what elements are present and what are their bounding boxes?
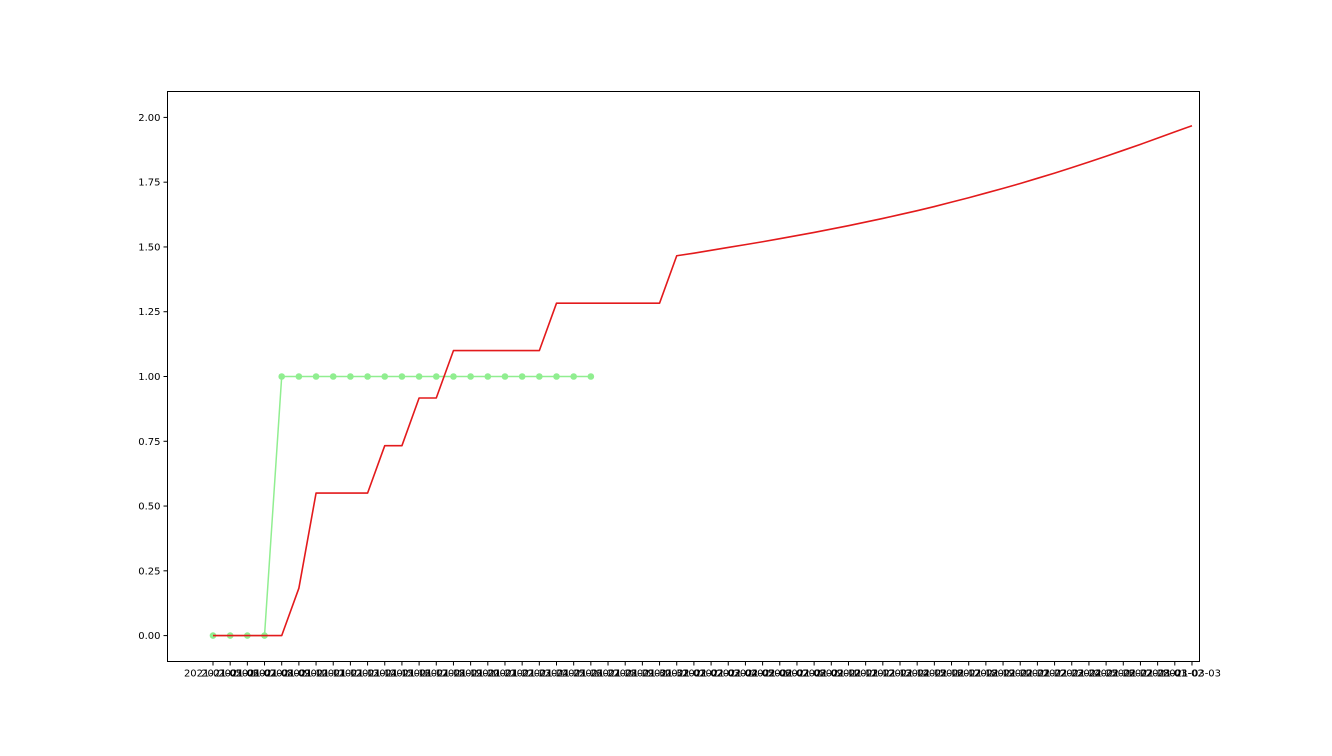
x-tick-label: 2021-01-06 <box>201 669 259 680</box>
x-tick-label: 2021-02-13 <box>854 669 912 680</box>
x-tick-label: 2021-02-26 <box>1077 669 1135 680</box>
x-tick-label: 2021-02-11 <box>819 669 877 680</box>
x-tick-label: 2021-02-27 <box>1094 669 1152 680</box>
x-tick-label: 2021-02-16 <box>905 669 963 680</box>
series-0-point <box>312 373 320 380</box>
x-tick-label: 2021-01-05 <box>184 669 242 680</box>
x-tick-label: 2021-02-17 <box>922 669 980 680</box>
x-tick-label: 2021-02-28 <box>1111 669 1169 680</box>
y-tick-label: 1.25 <box>138 307 160 318</box>
x-tick-label: 2021-02-09 <box>785 669 843 680</box>
x-tick-label: 2021-02-22 <box>1008 669 1066 680</box>
x-tick-label: 2021-02-20 <box>974 669 1032 680</box>
x-tick-label: 2021-01-12 <box>304 669 362 680</box>
y-tick-label: 0.00 <box>138 631 160 642</box>
x-tick-label: 2021-01-13 <box>321 669 379 680</box>
y-tick-label: 1.75 <box>138 178 160 189</box>
plot-series <box>209 124 1193 639</box>
x-tick-label: 2021-02-08 <box>768 669 826 680</box>
x-tick-label: 2021-02-23 <box>1026 669 1084 680</box>
x-tick-label: 2021-01-19 <box>424 669 482 680</box>
series-0-point <box>381 373 389 380</box>
y-tick-label: 0.75 <box>138 437 160 448</box>
x-tick-label: 2021-01-22 <box>476 669 534 680</box>
x-tick-label: 2021-02-21 <box>991 669 1049 680</box>
series-0-point <box>347 373 354 380</box>
series-1-line <box>213 124 1193 637</box>
series-0-point <box>536 373 543 380</box>
series-0-point <box>415 373 423 380</box>
x-tick-label: 2021-01-08 <box>235 669 293 680</box>
x-tick-label: 2021-01-18 <box>407 669 465 680</box>
x-tick-label: 2021-01-15 <box>356 669 414 680</box>
series-0-point <box>450 373 457 380</box>
x-tick-label: 2021-03-01 <box>1129 669 1187 680</box>
x-tick-label: 2021-01-07 <box>218 669 276 680</box>
x-tick-label: 2021-02-06 <box>734 669 792 680</box>
x-tick-label: 2021-01-26 <box>545 669 603 680</box>
series-0-point <box>329 373 337 380</box>
x-tick-label: 2021-01-30 <box>613 669 671 680</box>
x-tick-label: 2021-02-07 <box>751 669 809 680</box>
y-tick-label: 1.50 <box>138 242 160 253</box>
y-tick-label: 1.00 <box>138 372 160 383</box>
x-tick-label: 2021-02-14 <box>871 669 929 680</box>
x-tick-label: 2021-01-24 <box>510 669 568 680</box>
series-0-point <box>364 373 371 380</box>
x-tick-label: 2021-02-24 <box>1043 669 1101 680</box>
x-tick-label: 2021-01-29 <box>596 669 654 680</box>
y-tick-label: 0.50 <box>138 502 160 513</box>
x-tick-label: 2021-01-09 <box>253 669 311 680</box>
y-tick-label: 0.25 <box>138 566 160 577</box>
series-0-point <box>570 373 577 380</box>
x-tick-label: 2021-03-03 <box>1163 669 1221 680</box>
series-0-point <box>484 373 492 380</box>
x-tick-label: 2021-02-15 <box>888 669 946 680</box>
x-tick-label: 2021-02-12 <box>837 669 895 680</box>
series-0-point <box>278 373 286 380</box>
x-tick-label: 2021-01-28 <box>579 669 637 680</box>
x-tick-label: 2021-01-23 <box>493 669 551 680</box>
x-tick-label: 2021-02-18 <box>940 669 998 680</box>
plot-frame <box>167 91 1200 662</box>
x-tick-label: 2021-01-31 <box>630 669 688 680</box>
x-tick-label: 2021-02-03 <box>682 669 740 680</box>
y-axis: 0.00 0.25 0.50 0.75 1.00 1.25 1.50 1.75 2.00 <box>138 113 168 642</box>
x-tick-label: 2021-01-27 <box>562 669 620 680</box>
x-tick-label: 2021-01-16 <box>373 669 431 680</box>
x-tick-label: 2021-02-10 <box>802 669 860 680</box>
x-tick-label: 2021-02-19 <box>957 669 1015 680</box>
series-0-point <box>587 373 595 380</box>
x-axis: 2021-01-052021-01-062021-01-072021-01-08… <box>184 661 1221 680</box>
series-0-point <box>518 373 526 380</box>
series-0-point <box>432 373 440 380</box>
y-tick-label: 2.00 <box>138 113 160 124</box>
series-0-point <box>553 373 560 380</box>
x-tick-label: 2021-01-11 <box>287 669 345 680</box>
series-0-point <box>501 373 509 380</box>
x-tick-label: 2021-01-10 <box>270 669 328 680</box>
x-tick-label: 2021-01-14 <box>339 669 397 680</box>
x-tick-label: 2021-01-25 <box>527 669 585 680</box>
x-tick-label: 2021-01-21 <box>459 669 517 680</box>
x-tick-label: 2021-02-04 <box>699 669 757 680</box>
x-tick-label: 2021-02-02 <box>665 669 723 680</box>
series-0-point <box>295 373 303 380</box>
series-0-point <box>467 373 474 380</box>
x-tick-label: 2021-02-01 <box>648 669 706 680</box>
series-0-line <box>213 375 591 637</box>
x-tick-label: 2021-02-05 <box>716 669 774 680</box>
x-tick-label: 2021-01-20 <box>442 669 500 680</box>
x-tick-label: 2021-02-25 <box>1060 669 1118 680</box>
x-tick-label: 2021-01-17 <box>390 669 448 680</box>
x-tick-label: 2021-03-02 <box>1146 669 1204 680</box>
series-0-point <box>398 373 406 380</box>
